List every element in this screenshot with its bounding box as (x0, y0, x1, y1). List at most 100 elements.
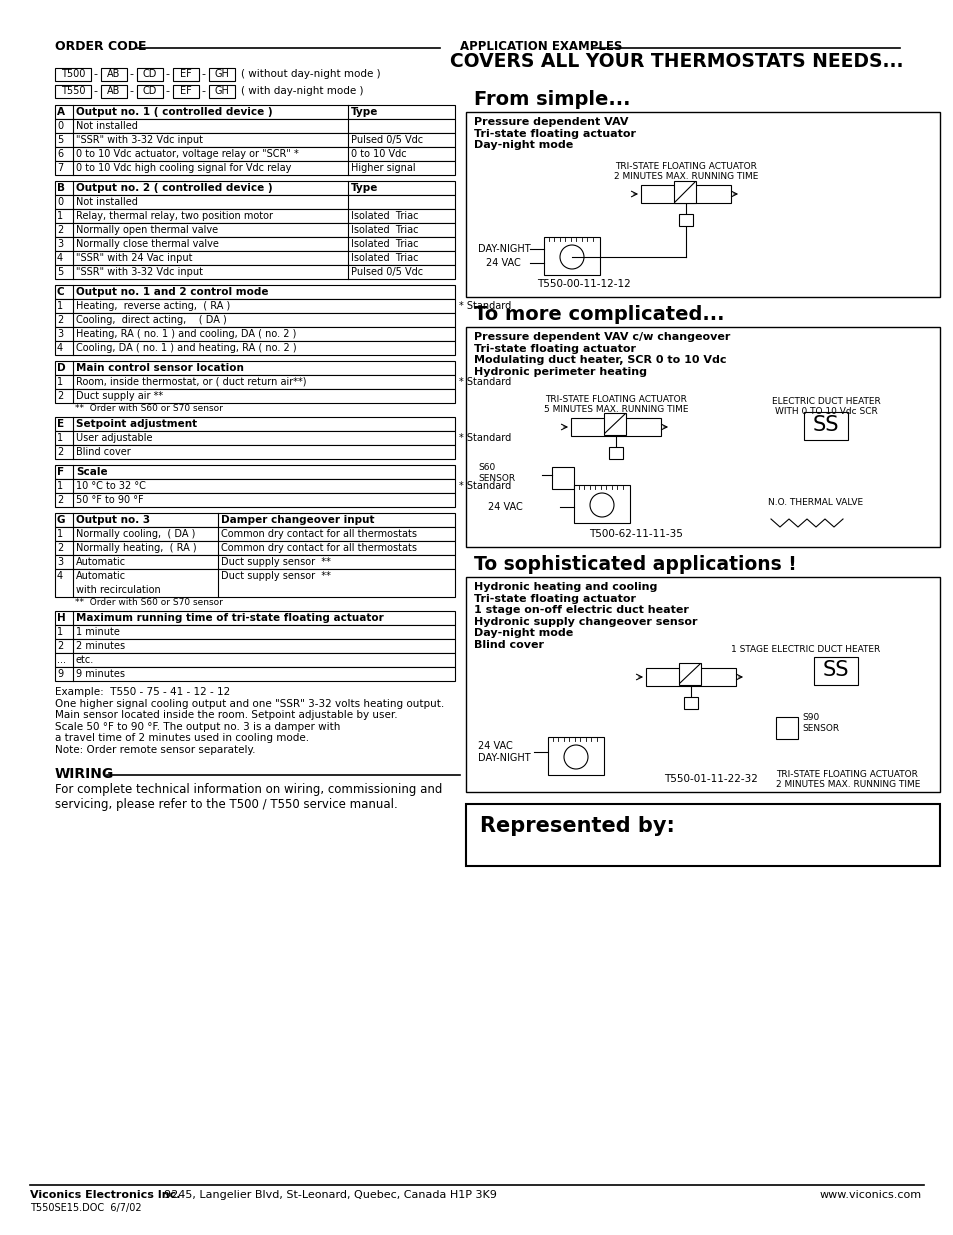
Bar (55, 68, 91, 82)
Text: User adjustable: User adjustable (76, 433, 152, 443)
Bar (55, 611, 455, 625)
Text: Output no. 1 and 2 control mode: Output no. 1 and 2 control mode (76, 287, 268, 296)
Text: EF: EF (180, 69, 192, 79)
Text: T550: T550 (61, 86, 85, 96)
Text: C: C (57, 287, 65, 296)
Text: 2: 2 (57, 315, 63, 325)
Text: EF: EF (180, 86, 192, 96)
Bar (679, 663, 700, 685)
Text: 0 to 10 Vdc high cooling signal for Vdc relay: 0 to 10 Vdc high cooling signal for Vdc … (76, 163, 291, 173)
Text: T550SE15.DOC  6/7/02: T550SE15.DOC 6/7/02 (30, 1203, 141, 1213)
Text: APPLICATION EXAMPLES: APPLICATION EXAMPLES (459, 40, 621, 53)
Text: F: F (57, 467, 64, 477)
Bar (55, 147, 455, 161)
Bar (603, 412, 625, 435)
Bar (55, 119, 455, 133)
Bar (55, 653, 455, 667)
Text: etc.: etc. (76, 655, 94, 664)
Bar (55, 209, 455, 224)
Bar (101, 85, 127, 98)
Text: 1: 1 (57, 301, 63, 311)
Text: **  Order with S60 or S70 sensor: ** Order with S60 or S70 sensor (75, 598, 223, 606)
Bar (552, 467, 574, 489)
Text: T500: T500 (61, 69, 85, 79)
Text: 5: 5 (57, 135, 63, 144)
Bar (55, 341, 455, 354)
Bar (55, 417, 455, 431)
Bar (55, 195, 455, 209)
Text: 2: 2 (57, 495, 63, 505)
Bar (55, 299, 455, 312)
Text: A: A (57, 107, 65, 117)
Text: Relay, thermal relay, two position motor: Relay, thermal relay, two position motor (76, 211, 273, 221)
Text: TRI-STATE FLOATING ACTUATOR
5 MINUTES MAX. RUNNING TIME: TRI-STATE FLOATING ACTUATOR 5 MINUTES MA… (543, 395, 687, 415)
Text: Viconics Electronics Inc.: Viconics Electronics Inc. (30, 1191, 180, 1200)
Text: S90
SENSOR: S90 SENSOR (801, 714, 839, 732)
Text: ...: ... (57, 655, 66, 664)
Text: 9245, Langelier Blvd, St-Leonard, Quebec, Canada H1P 3K9: 9245, Langelier Blvd, St-Leonard, Quebec… (157, 1191, 497, 1200)
Text: Type: Type (351, 183, 378, 193)
Text: Pulsed 0/5 Vdc: Pulsed 0/5 Vdc (351, 267, 423, 277)
Text: N.O. THERMAL VALVE: N.O. THERMAL VALVE (767, 498, 862, 508)
Text: Duct supply sensor  **: Duct supply sensor ** (221, 557, 331, 567)
Text: Heating,  reverse acting,  ( RA ): Heating, reverse acting, ( RA ) (76, 301, 230, 311)
Text: Cooling,  direct acting,    ( DA ): Cooling, direct acting, ( DA ) (76, 315, 227, 325)
Text: COVERS ALL YOUR THERMOSTATS NEEDS...: COVERS ALL YOUR THERMOSTATS NEEDS... (450, 52, 902, 70)
Text: -: - (201, 69, 205, 79)
Bar (465, 112, 939, 296)
Text: 2: 2 (57, 447, 63, 457)
Bar (571, 417, 660, 436)
Text: 3: 3 (57, 557, 63, 567)
Text: 3: 3 (57, 329, 63, 338)
Text: 0 to 10 Vdc actuator, voltage relay or "SCR" *: 0 to 10 Vdc actuator, voltage relay or "… (76, 149, 298, 159)
Text: Maximum running time of tri-state floating actuator: Maximum running time of tri-state floati… (76, 613, 383, 622)
Text: E: E (57, 419, 64, 429)
Bar (209, 68, 234, 82)
Bar (55, 85, 91, 98)
Bar (465, 577, 939, 792)
Bar (55, 327, 455, 341)
Text: CD: CD (143, 86, 157, 96)
Text: 24 VAC: 24 VAC (488, 501, 522, 513)
Bar (55, 266, 455, 279)
Text: To more complicated...: To more complicated... (474, 305, 723, 324)
Bar (55, 493, 455, 508)
Text: -: - (92, 69, 97, 79)
Text: 2: 2 (57, 641, 63, 651)
Text: CD: CD (143, 69, 157, 79)
Bar (55, 555, 455, 569)
Bar (172, 68, 199, 82)
Bar (683, 697, 698, 709)
Text: Pressure dependent VAV c/w changeover
Tri-state floating actuator
Modulating duc: Pressure dependent VAV c/w changeover Tr… (474, 332, 730, 377)
Bar (543, 237, 599, 275)
Text: 10 °C to 32 °C: 10 °C to 32 °C (76, 480, 146, 492)
Text: Normally heating,  ( RA ): Normally heating, ( RA ) (76, 543, 196, 553)
Text: Automatic: Automatic (76, 557, 126, 567)
Text: AB: AB (107, 69, 121, 79)
Bar (640, 185, 730, 203)
Text: 1: 1 (57, 377, 63, 387)
Bar (55, 251, 455, 266)
Text: 24 VAC
DAY-NIGHT: 24 VAC DAY-NIGHT (477, 741, 530, 763)
Text: 4: 4 (57, 253, 63, 263)
Text: 4: 4 (57, 343, 63, 353)
Bar (137, 85, 163, 98)
Text: 2 minutes: 2 minutes (76, 641, 125, 651)
Bar (55, 105, 455, 119)
Text: TRI-STATE FLOATING ACTUATOR
2 MINUTES MAX. RUNNING TIME: TRI-STATE FLOATING ACTUATOR 2 MINUTES MA… (613, 162, 758, 182)
Text: Heating, RA ( no. 1 ) and cooling, DA ( no. 2 ): Heating, RA ( no. 1 ) and cooling, DA ( … (76, 329, 296, 338)
Text: Isolated  Triac: Isolated Triac (351, 240, 418, 249)
Text: -: - (201, 86, 205, 96)
Bar (55, 161, 455, 175)
Text: * Standard: * Standard (458, 433, 511, 443)
Text: -: - (129, 86, 132, 96)
Bar (673, 182, 696, 203)
Text: Not installed: Not installed (76, 198, 138, 207)
Bar (137, 68, 163, 82)
Bar (55, 527, 455, 541)
Text: Isolated  Triac: Isolated Triac (351, 225, 418, 235)
Bar (172, 85, 199, 98)
Text: Damper changeover input: Damper changeover input (221, 515, 375, 525)
Bar (55, 541, 455, 555)
Text: Room, inside thermostat, or ( duct return air**): Room, inside thermostat, or ( duct retur… (76, 377, 306, 387)
